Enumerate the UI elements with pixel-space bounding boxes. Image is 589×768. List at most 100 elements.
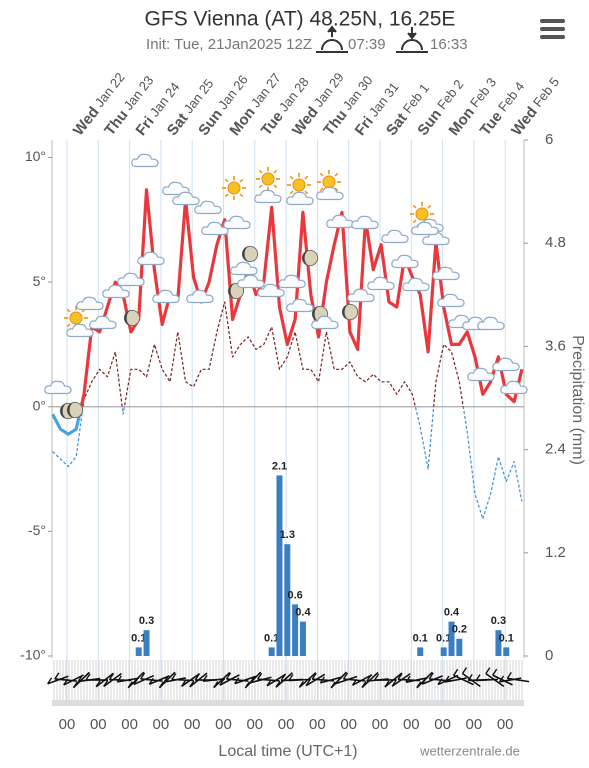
precip-bar [135, 647, 142, 656]
temperature-line [79, 188, 524, 407]
wind-barb [158, 681, 165, 689]
x-tick-label: 00 [153, 716, 170, 733]
x-tick-label: 00 [372, 716, 389, 733]
wind-barb [374, 673, 380, 681]
precip-bar [268, 647, 275, 656]
wind-barb [335, 677, 341, 684]
wind-barb [140, 672, 146, 680]
x-tick-label: 00 [403, 716, 420, 733]
x-tick-label: 00 [246, 716, 263, 733]
precip-label: 0.1 [413, 632, 428, 644]
wind-base [52, 700, 524, 706]
weekday: Tue [258, 108, 287, 139]
cloud-icon [278, 274, 306, 289]
cloud-icon [131, 153, 159, 168]
precip-label: 0.4 [444, 607, 460, 619]
weekday: Sat [164, 110, 192, 139]
wind-barb [421, 677, 427, 685]
weekday: Fri [132, 113, 157, 139]
cloud-icon [367, 276, 395, 291]
moon-icon [66, 401, 84, 419]
wind-barb [148, 677, 154, 685]
cloud-icon [223, 215, 251, 230]
moon-icon [241, 245, 259, 263]
wind-barb [77, 675, 83, 682]
wind-arrow [72, 671, 90, 689]
y-tick-label: -5° [28, 522, 46, 538]
wind-barb [351, 678, 358, 686]
x-tick-label: 00 [121, 716, 138, 733]
wind-barb [54, 672, 60, 680]
cloud-icon [102, 284, 130, 299]
wind-barb [163, 675, 169, 683]
y2-tick-label: 2.4 [545, 441, 566, 458]
cloud-icon [432, 266, 460, 281]
cloud-icon [391, 254, 419, 269]
cloud-icon [286, 191, 314, 206]
wind-barb [189, 680, 195, 688]
wind-arrow [499, 677, 522, 683]
y2-tick-label: 1.2 [545, 544, 566, 561]
wind-barb [305, 679, 311, 687]
cloud-icon [89, 315, 117, 330]
dashed-line [52, 406, 523, 520]
cloud-icon [237, 274, 265, 289]
wind-barb [444, 675, 450, 683]
wind-barb [461, 667, 468, 674]
wind-barb [416, 681, 422, 689]
wind-arrow [485, 672, 505, 688]
weekday: Tue [477, 108, 506, 139]
source: wetterzentrale.de [419, 743, 520, 758]
moon-icon [341, 303, 359, 321]
date: Feb 5 [530, 75, 562, 110]
wind-barb [428, 672, 434, 680]
precip-bar [495, 630, 502, 656]
wind-barb [257, 672, 263, 680]
precip-bar [440, 647, 447, 656]
cloud-icon [381, 229, 409, 244]
wind-barb [63, 678, 69, 686]
cloud-icon [351, 215, 379, 230]
cloud-icon [230, 261, 258, 276]
weekday: Wed [70, 104, 103, 139]
y2-axis-label: Precipitation (mm) [569, 335, 586, 465]
wind-barb [405, 675, 411, 683]
y2-tick-label: 6 [545, 131, 553, 148]
sun-icon [255, 166, 281, 192]
wind-barb [437, 678, 443, 685]
wind-arrow [384, 672, 403, 688]
wind-barb [391, 679, 397, 687]
precip-bar [503, 647, 510, 656]
wind-barb [194, 673, 200, 681]
wind-arrow [117, 677, 140, 683]
x-tick-label: 00 [340, 716, 357, 733]
subtitle: Init: Tue, 21Jan2025 12Z [146, 36, 312, 53]
wind-arrow [437, 674, 459, 686]
y-tick-label: 10° [25, 148, 46, 164]
x-tick-label: 00 [497, 716, 514, 733]
wind-arrow [181, 673, 201, 687]
y2-tick-label: 4.8 [545, 234, 566, 251]
cloud-icon [76, 296, 104, 311]
cloud-icon [254, 189, 282, 204]
y-tick-label: 5° [33, 273, 46, 289]
weekday: Thu [320, 107, 350, 139]
wind-barb [127, 681, 133, 689]
y2-tick-label: 3.6 [545, 337, 566, 354]
weekday: Mon [226, 104, 258, 139]
wind-barb [275, 680, 281, 688]
wind-barb [234, 677, 240, 684]
wind-barb [116, 675, 122, 683]
wind-arrow [352, 674, 373, 686]
cloud-icon [286, 298, 314, 313]
wind-barb [298, 680, 304, 688]
sunset-time: 16:33 [430, 36, 468, 53]
wind-barb [498, 675, 505, 683]
precip-bar [284, 544, 291, 656]
menu-icon[interactable] [540, 19, 565, 39]
precip-bar [143, 630, 150, 656]
wind-barb [225, 672, 232, 680]
cloud-icon [402, 277, 430, 292]
wind-barb [330, 681, 336, 689]
sun-icon [221, 175, 247, 201]
